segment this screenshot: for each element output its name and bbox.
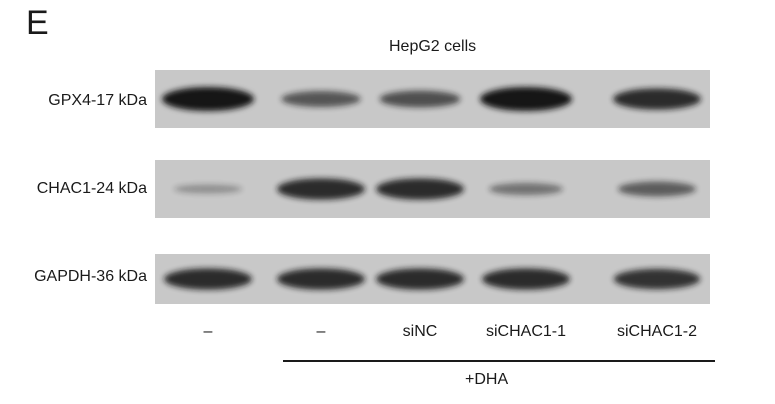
band-row2-lane1 [173, 184, 243, 194]
band-row1-lane3 [379, 90, 461, 108]
treatment-label: +DHA [465, 371, 509, 388]
band-row1-lane4 [480, 87, 572, 111]
band-row1-lane5 [613, 88, 701, 110]
blot-strip-gpx4 [155, 70, 710, 128]
lane-label-5: siCHAC1-2 [616, 323, 698, 340]
panel-letter: E [26, 4, 49, 42]
blot-chac1 [173, 178, 696, 200]
band-row3-lane4 [482, 268, 570, 290]
blot-strip-gapdh [155, 254, 710, 304]
blot-strip-chac1 [155, 160, 710, 218]
lane-label-4: siCHAC1-1 [485, 323, 567, 340]
band-row3-lane1 [164, 268, 252, 290]
band-row3-lane2 [277, 268, 365, 290]
band-row2-lane2 [277, 178, 365, 200]
band-row3-lane3 [376, 268, 464, 290]
band-row1-lane1 [162, 87, 254, 111]
blot-gapdh [164, 268, 701, 290]
row-label-gapdh: GAPDH-36 kDa [34, 268, 147, 285]
band-row2-lane3 [376, 178, 464, 200]
band-row2-lane5 [618, 181, 696, 197]
figure-title: HepG2 cells [389, 38, 477, 55]
treatment-bracket-line [283, 360, 715, 362]
lane-label-1: – [203, 323, 213, 340]
blot-gpx4 [162, 87, 701, 111]
row-label-gpx4: GPX4-17 kDa [48, 92, 147, 109]
band-row1-lane2 [281, 91, 361, 107]
band-row3-lane5 [613, 268, 701, 290]
lane-label-3: siNC [402, 323, 438, 340]
band-row2-lane4 [489, 182, 563, 196]
row-label-chac1: CHAC1-24 kDa [36, 180, 147, 197]
lane-label-2: – [316, 323, 326, 340]
